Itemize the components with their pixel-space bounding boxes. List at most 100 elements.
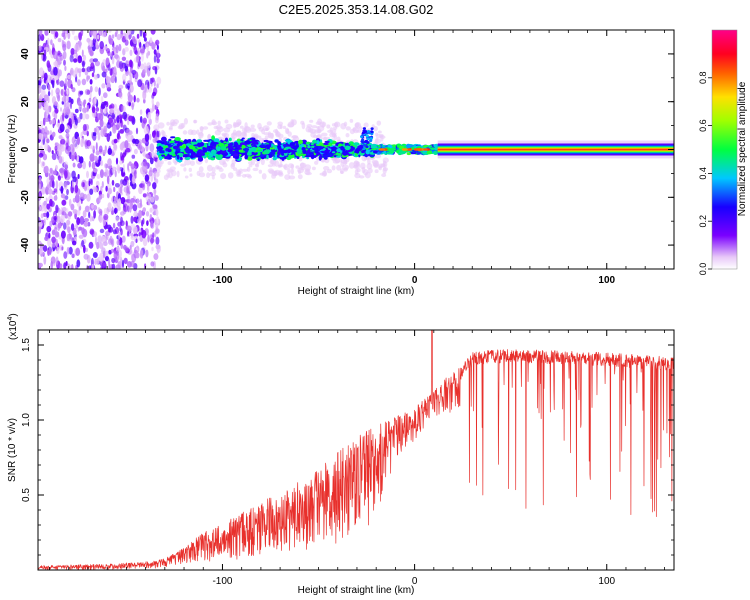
heatmap-cell — [228, 137, 232, 142]
heatmap-cell — [156, 58, 160, 64]
heatmap-cell — [71, 30, 75, 35]
ytick-label: 0 — [20, 146, 31, 152]
heatmap-cell — [55, 238, 58, 248]
heatmap-cell — [38, 156, 41, 164]
heatmap-cell — [209, 172, 217, 177]
heatmap-cell — [377, 165, 383, 169]
heatmap-cell — [310, 142, 314, 146]
heatmap-cell — [218, 167, 224, 172]
heatmap-cell — [345, 126, 351, 131]
heatmap-cell — [361, 138, 365, 142]
heatmap-cell — [72, 162, 76, 168]
heatmap-cell — [92, 131, 97, 137]
heatmap-cell — [183, 167, 187, 172]
heatmap-cell — [190, 160, 195, 166]
heatmap-cell — [183, 139, 189, 144]
heatmap-cell — [113, 186, 116, 193]
heatmap-cell — [63, 101, 67, 110]
heatmap-cell — [382, 161, 388, 168]
heatmap-cell — [284, 174, 291, 181]
heatmap-cell — [130, 198, 136, 203]
heatmap-cell — [254, 141, 259, 145]
heatmap-cell — [145, 195, 150, 202]
heatmap-cell — [388, 149, 395, 154]
heatmap-cell — [105, 185, 108, 192]
heatmap-cell — [109, 68, 113, 76]
heatmap-cell — [423, 148, 428, 151]
heatmap-cell — [39, 120, 44, 130]
heatmap-cell — [78, 32, 82, 41]
heatmap-cell — [98, 155, 102, 162]
heatmap-cell — [366, 137, 370, 141]
heatmap-cell — [67, 30, 71, 40]
heatmap-cell — [128, 87, 131, 96]
heatmap-cell — [265, 127, 269, 131]
heatmap-cell — [51, 79, 53, 85]
heatmap-cell — [111, 238, 115, 247]
ytick-label: 1.0 — [21, 413, 32, 427]
heatmap-cell — [336, 164, 342, 171]
heatmap-cell — [97, 235, 103, 244]
heatmap-cell — [127, 163, 130, 171]
heatmap-cell — [236, 144, 242, 148]
heatmap-cell — [369, 137, 373, 140]
heatmap-cell — [296, 149, 302, 155]
heatmap-cell — [244, 149, 249, 153]
heatmap-cell — [206, 172, 211, 179]
heatmap-cell — [100, 62, 105, 71]
heatmap-cell — [143, 87, 147, 93]
heatmap-cell — [297, 174, 303, 180]
heatmap-cell — [123, 257, 128, 265]
heatmap-cell — [110, 103, 115, 110]
heatmap-cell — [107, 148, 113, 155]
heatmap-cell — [81, 67, 86, 73]
heatmap-cell — [47, 90, 51, 97]
heatmap-cell — [38, 132, 43, 140]
heatmap-cell — [344, 145, 351, 151]
heatmap-cell — [136, 97, 140, 103]
heatmap-cell — [169, 140, 175, 143]
colorbar: 0.0 0.2 0.4 0.6 0.8 Normalized spectral ampl… — [698, 29, 748, 275]
heatmap-cell — [56, 122, 61, 128]
heatmap-cell — [115, 264, 121, 269]
heatmap-cell — [148, 118, 152, 125]
heatmap-cell — [77, 136, 80, 146]
heatmap-cell — [66, 219, 71, 226]
heatmap-cell — [291, 135, 299, 138]
heatmap-cell — [184, 175, 189, 179]
heatmap-cell — [365, 134, 369, 138]
heatmap-cell — [124, 246, 130, 252]
heatmap-cell — [65, 102, 70, 109]
heatmap-cell — [105, 75, 108, 80]
heatmap-cell — [89, 228, 95, 235]
heatmap-cell — [120, 197, 126, 205]
heatmap-cell — [128, 71, 132, 76]
heatmap-cell — [77, 55, 83, 63]
heatmap-cell — [93, 74, 98, 80]
heatmap-cell — [94, 258, 100, 265]
heatmap-cell — [183, 118, 188, 125]
heatmap-cell — [89, 215, 93, 222]
snr-ticks: -100 0 100 0.5 1.0 1.5 — [21, 330, 674, 587]
heatmap-cell — [405, 143, 411, 149]
heatmap-cell — [57, 52, 63, 57]
heatmap-cell — [70, 84, 73, 90]
heatmap-cell — [114, 183, 120, 188]
heatmap-cell — [318, 145, 321, 151]
heatmap-cell — [38, 67, 44, 77]
heatmap-cell — [96, 197, 101, 204]
heatmap-cell — [298, 139, 303, 145]
heatmap-cell — [39, 250, 44, 257]
heatmap-cell — [147, 50, 151, 56]
heatmap-cell — [338, 158, 343, 163]
heatmap-cell — [318, 155, 322, 161]
heatmap-cell — [100, 95, 104, 103]
heatmap-cell — [102, 149, 107, 155]
heatmap-cell — [121, 155, 124, 161]
heatmap-cell — [263, 149, 270, 155]
heatmap-cell — [150, 234, 153, 240]
heatmap-cell — [176, 170, 180, 178]
heatmap-cell — [321, 122, 325, 128]
heatmap-cell — [365, 145, 369, 149]
heatmap-cell — [213, 138, 220, 144]
